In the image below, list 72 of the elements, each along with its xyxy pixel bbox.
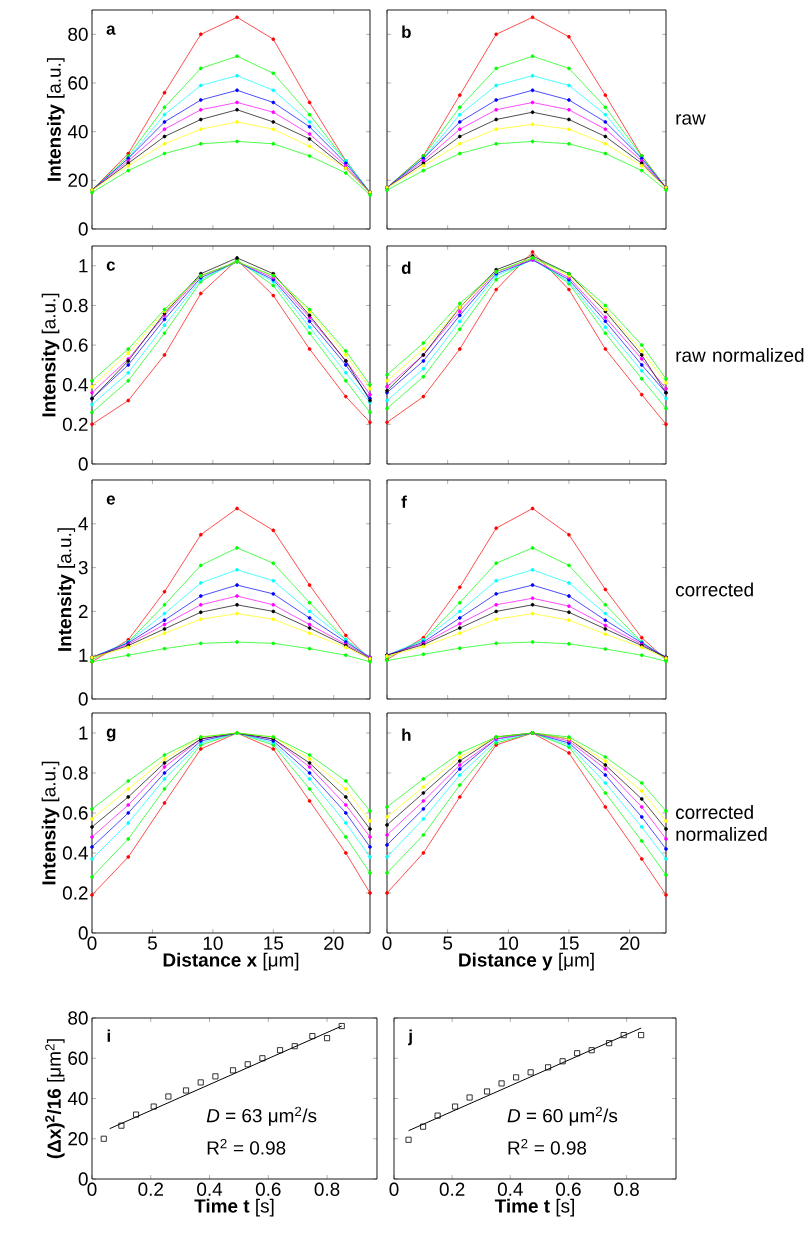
text: b: [402, 25, 411, 38]
x-tick-label: 0.4: [197, 1182, 223, 1196]
x-tick-label: 0.4: [497, 1182, 523, 1196]
text: j: [408, 1029, 412, 1046]
y-tick-label: 0.4: [62, 378, 88, 392]
y-tick-label: 80: [68, 1011, 88, 1025]
y-tick-label: 40: [67, 1091, 88, 1106]
y-tick-label: 0.8: [62, 766, 88, 780]
text: c: [106, 261, 116, 271]
x-tick-label: 0: [382, 936, 392, 950]
annotation: D = 63 μm$^{2}$/s: [206, 1106, 317, 1126]
x-tick-label: 0: [389, 1182, 399, 1196]
x-tick-label: 0.8: [314, 1182, 340, 1196]
x-tick-label: 15: [559, 936, 579, 950]
x-tick-label: 10: [499, 936, 519, 950]
y-axis-title: Intensity [a.u.]: [41, 761, 60, 885]
annotation: R$^{2}$ = 0.98: [207, 1138, 286, 1155]
y-tick-label: 20: [68, 1132, 88, 1146]
y-tick-label: 3: [78, 560, 88, 575]
text: d: [401, 261, 411, 274]
y-tick-label: 2: [78, 604, 88, 618]
text: e: [106, 495, 115, 505]
y-tick-label: 1: [79, 259, 88, 273]
y-tick-label: 1: [79, 726, 88, 740]
y-tick-label: 0.4: [62, 846, 88, 860]
text: raw normalized: [676, 348, 804, 362]
y-tick-label: 0.8: [62, 298, 88, 313]
text: f: [401, 495, 407, 508]
y-tick-label: 4: [78, 517, 88, 531]
x-tick-label: 20: [620, 936, 640, 950]
text: i: [107, 1029, 110, 1042]
text: corrected: [676, 582, 753, 597]
y-tick-label: 60: [68, 1051, 88, 1065]
x-axis-title: Distance y [μm]: [459, 952, 594, 971]
y-tick-label: 60: [68, 76, 88, 90]
text: a: [106, 25, 116, 35]
x-tick-label: 5: [443, 936, 453, 950]
y-tick-label: 80: [68, 27, 88, 42]
y-axis-title: Intensity [a.u.]: [41, 293, 60, 417]
text: h: [402, 728, 411, 741]
y-tick-label: 40: [67, 124, 88, 139]
annotation: D = 60 μm$^{2}$/s: [507, 1106, 618, 1126]
x-tick-label: 15: [264, 936, 284, 950]
text: g: [106, 728, 116, 742]
x-tick-label: 0.6: [255, 1182, 281, 1196]
y-tick-label: 0: [78, 1172, 88, 1186]
y-tick-label: 1: [79, 648, 88, 662]
x-tick-label: 0.2: [138, 1182, 163, 1196]
y-tick-label: 0: [78, 926, 88, 940]
x-tick-label: 5: [147, 936, 157, 950]
annotation: R$^{2}$ = 0.98: [508, 1138, 587, 1155]
y-tick-label: 0.6: [62, 806, 88, 820]
y-tick-label: 0.2: [62, 417, 88, 432]
y-tick-label: 0.2: [62, 886, 88, 900]
text: raw: [676, 114, 706, 125]
x-tick-label: 0.2: [439, 1182, 465, 1196]
y-tick-label: 0.6: [62, 338, 88, 352]
y-tick-label: 0: [78, 222, 88, 236]
x-axis-title: Distance x [μm]: [163, 952, 299, 971]
x-tick-label: 0.6: [556, 1182, 581, 1196]
x-tick-label: 0.8: [614, 1182, 639, 1196]
y-tick-label: 0: [78, 692, 88, 706]
y-axis-title: Intensity [a.u.]: [57, 528, 76, 651]
x-axis-title: Time t [s]: [194, 1198, 274, 1217]
text: corrected normalized: [676, 805, 767, 841]
x-tick-label: 10: [203, 936, 223, 950]
text: (Δx)$^{2}$/16 [μm$^{2}$]: [45, 1039, 65, 1159]
y-axis-title: Intensity [a.u.]: [46, 58, 65, 181]
x-tick-label: 20: [324, 936, 344, 950]
y-tick-label: 0: [78, 457, 88, 471]
x-axis-title: Time t [s]: [494, 1198, 574, 1217]
y-tick-label: 20: [68, 173, 88, 188]
